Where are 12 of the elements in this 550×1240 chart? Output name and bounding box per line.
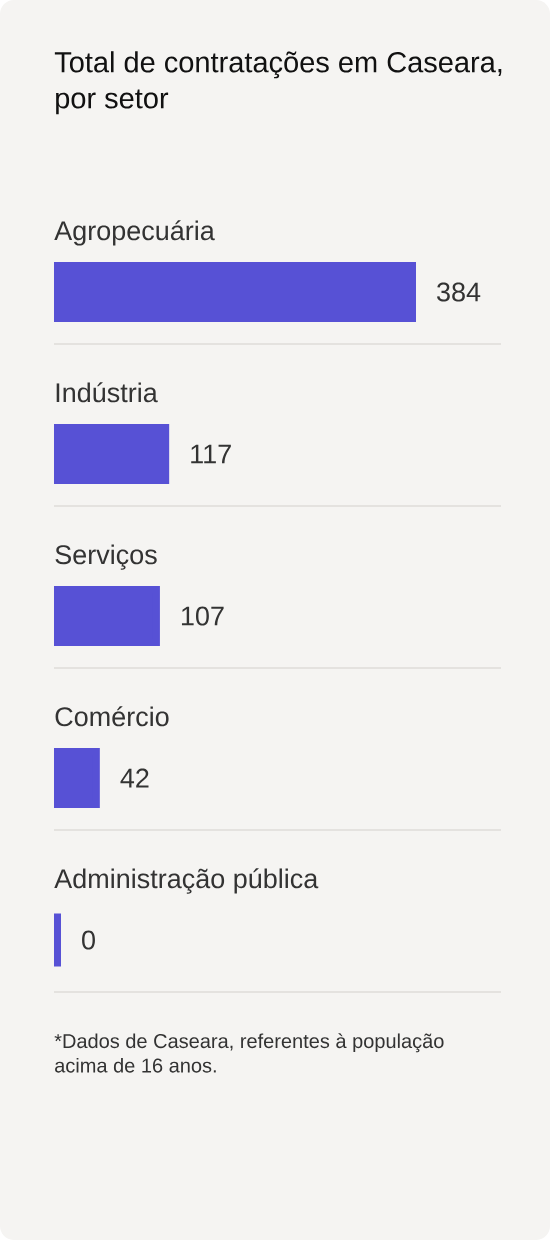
data-label: 117	[191, 444, 231, 464]
y-tick-label: Comércio	[55, 706, 169, 727]
data-label: 42	[120, 768, 149, 788]
data-label: 384	[437, 282, 481, 302]
text: *Dados de Caseara, referentes à população acima de 16 anos.	[54, 1033, 444, 1073]
y-tick-label: Agropecuária	[54, 220, 215, 246]
y-tick-label: Indústria	[56, 382, 158, 403]
y-tick-label: Serviços	[55, 544, 157, 570]
data-label: 0	[82, 930, 95, 950]
y-tick-label: Administração pública	[54, 868, 319, 894]
chart-title: Total de contratações em Caseara, por setor	[54, 51, 502, 115]
data-label: 107	[181, 606, 224, 626]
